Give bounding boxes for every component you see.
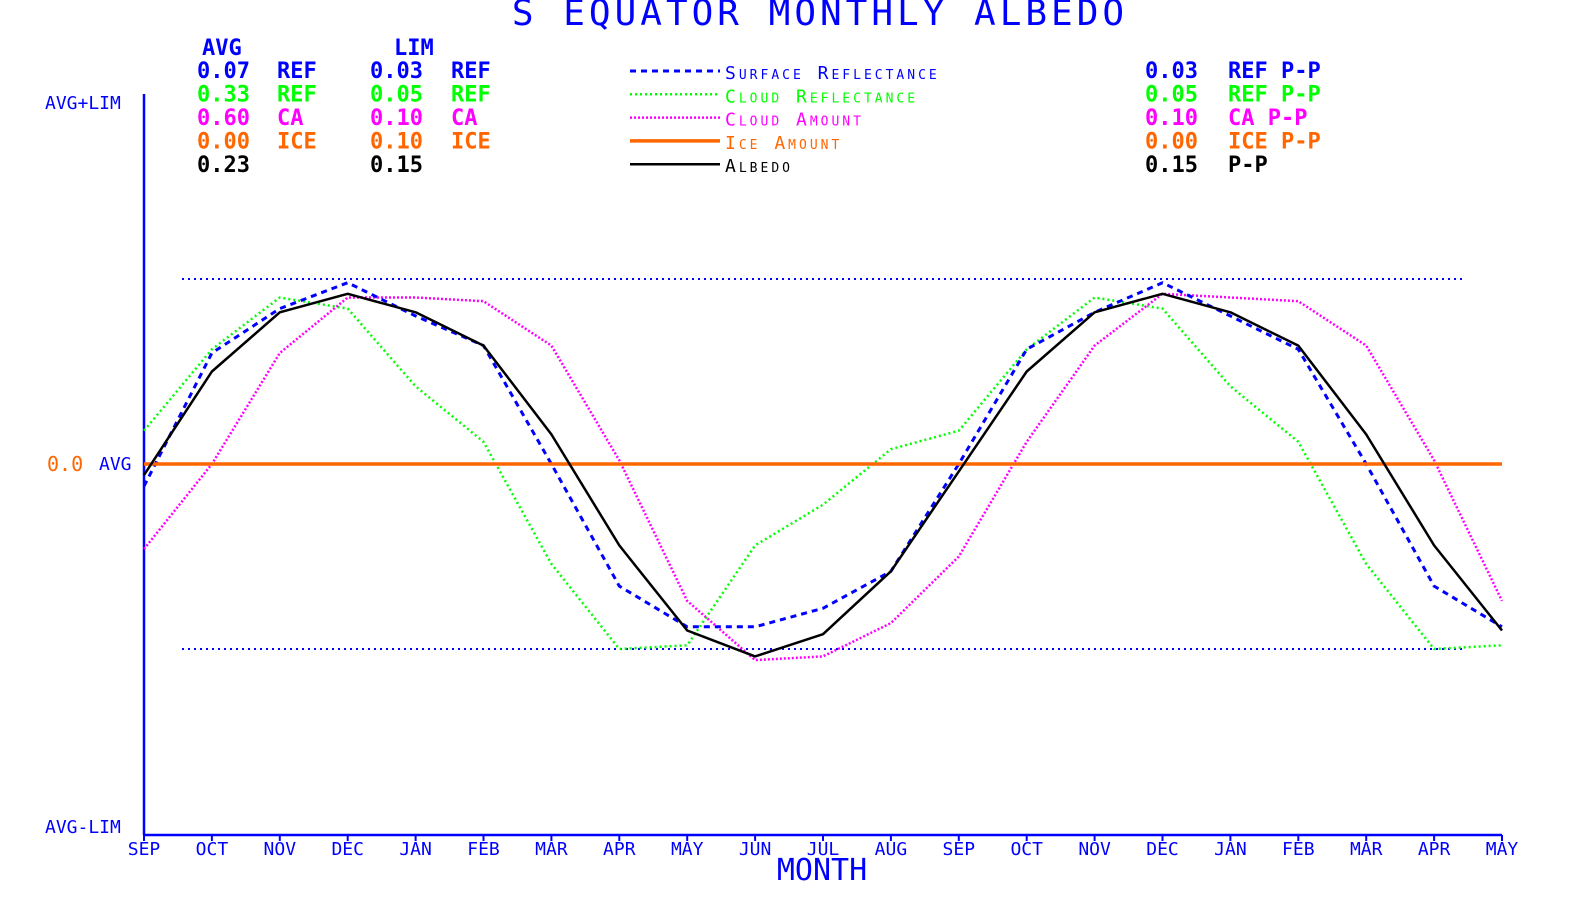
pp-value: 0.00 — [1145, 130, 1198, 155]
pp-value: 0.15 — [1145, 153, 1198, 178]
legend-label-ice: Ice Amount — [725, 133, 842, 154]
y-mid-label: AVG — [99, 454, 132, 475]
avg-header: AVG — [202, 36, 242, 61]
pp-label: CA P-P — [1228, 106, 1307, 131]
lim-value: 0.05 — [370, 83, 423, 108]
pp-value: 0.10 — [1145, 106, 1198, 131]
x-tick-label: MAY — [1486, 839, 1519, 860]
x-tick-label: FEB — [1282, 839, 1315, 860]
lim-value: 0.03 — [370, 59, 423, 84]
x-tick-label: FEB — [467, 839, 500, 860]
x-tick-label: JAN — [399, 839, 432, 860]
x-tick-label: SEP — [128, 839, 161, 860]
avg-value: 0.60 — [197, 106, 250, 131]
pp-label: REF P-P — [1228, 59, 1321, 84]
x-tick-label: OCT — [1010, 839, 1043, 860]
pp-value: 0.03 — [1145, 59, 1198, 84]
avg-unit: CA — [277, 106, 304, 131]
lim-unit: REF — [451, 59, 491, 84]
series-layer — [142, 281, 1504, 662]
series-line-surface — [142, 281, 1503, 629]
x-tick-label: MAY — [671, 839, 704, 860]
series-line-albedo — [142, 292, 1503, 658]
x-tick-labels: SEP OCT NOV DEC JAN FEB MAR APR MAY JUN JUL AUG SEP O… — [128, 835, 1519, 860]
legend-label-cloud_ref: Cloud Reflectance — [725, 86, 918, 107]
x-tick-label: MAR — [535, 839, 568, 860]
x-tick-label: OCT — [196, 839, 229, 860]
series-line-cloud_amt — [143, 292, 1504, 662]
peak-to-peak-table: 0.03 REF P-P 0.05 REF P-P 0.10 CA P-P 0.00 ICE … — [1145, 59, 1321, 178]
x-tick-label: AUG — [875, 839, 908, 860]
x-axis-label: MONTH — [777, 853, 867, 888]
x-tick-label: JUL — [807, 839, 840, 860]
x-tick-label: JAN — [1214, 839, 1247, 860]
lim-unit: CA — [451, 106, 478, 131]
pp-label: P-P — [1228, 153, 1268, 178]
avg-value: 0.33 — [197, 83, 250, 108]
y-label-top: AVG+LIM — [45, 93, 121, 114]
x-tick-label: APR — [603, 839, 636, 860]
avg-unit: ICE — [277, 130, 317, 155]
y-mid-value: 0.0 — [47, 452, 83, 476]
lim-unit: ICE — [451, 130, 491, 155]
stats-table: 0.07 REF 0.03 REF 0.33 REF 0.05 REF 0.60 CA 0.10 CA… — [197, 59, 491, 178]
lim-value: 0.10 — [370, 130, 423, 155]
avg-unit: REF — [277, 59, 317, 84]
lim-value: 0.10 — [370, 106, 423, 131]
x-tick-label: NOV — [1078, 839, 1111, 860]
x-tick-label: DEC — [331, 839, 364, 860]
x-tick-label: NOV — [264, 839, 297, 860]
x-tick-label: APR — [1418, 839, 1451, 860]
legend-label-surface: Surface Reflectance — [725, 63, 940, 84]
pp-value: 0.05 — [1145, 83, 1198, 108]
x-tick-label: DEC — [1146, 839, 1179, 860]
y-label-bottom: AVG-LIM — [45, 817, 121, 838]
chart-title: S EQUATOR MONTHLY ALBEDO — [512, 0, 1128, 34]
x-tick-label: SEP — [943, 839, 976, 860]
avg-value: 0.07 — [197, 59, 250, 84]
pp-label: REF P-P — [1228, 83, 1321, 108]
pp-label: ICE P-P — [1228, 130, 1321, 155]
x-tick-label: JUN — [739, 839, 772, 860]
avg-value: 0.00 — [197, 130, 250, 155]
legend-label-cloud_amt: Cloud Amount — [725, 110, 864, 131]
avg-value: 0.23 — [197, 153, 250, 178]
x-tick-label: MAR — [1350, 839, 1383, 860]
lim-value: 0.15 — [370, 153, 423, 178]
lim-unit: REF — [451, 83, 491, 108]
legend-label-albedo: Albedo — [725, 156, 793, 177]
lim-header: LIM — [394, 36, 434, 61]
avg-unit: REF — [277, 83, 317, 108]
